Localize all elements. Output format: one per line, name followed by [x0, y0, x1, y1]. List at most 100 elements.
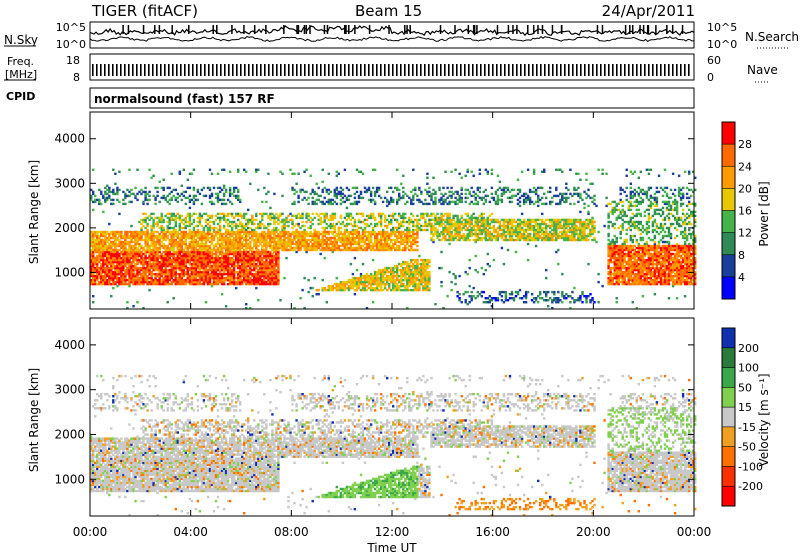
- range-time-cell: [434, 197, 436, 199]
- freq-bar: [540, 64, 542, 76]
- range-time-cell: [213, 203, 215, 205]
- range-time-cell: [354, 229, 356, 231]
- range-time-cell: [136, 301, 138, 303]
- noise-left-label: N.Sky: [4, 33, 38, 47]
- range-time-cell: [467, 213, 469, 215]
- range-time-cell: [310, 175, 312, 177]
- noise-right-label: N.Search: [745, 30, 799, 44]
- range-time-cell: [263, 231, 265, 233]
- range-time-cell: [187, 267, 189, 269]
- range-time-cell: [390, 221, 392, 223]
- range-time-cell: [161, 213, 163, 215]
- range-time-cell: [142, 247, 144, 249]
- range-time-cell: [263, 213, 265, 215]
- range-time-cell: [173, 189, 175, 191]
- range-time-cell: [307, 243, 309, 245]
- range-time-cell: [444, 235, 446, 237]
- freq-tick-bottom: 8: [73, 71, 80, 84]
- range-time-cell: [92, 295, 94, 297]
- range-time-cell: [217, 223, 219, 225]
- range-time-cell: [402, 175, 404, 177]
- range-time-cell: [126, 279, 128, 281]
- range-time-cell: [173, 257, 175, 259]
- range-time-cell: [255, 219, 257, 221]
- range-time-cell: [231, 213, 233, 215]
- noise-sky-trace: [90, 26, 694, 35]
- freq-bar: [232, 64, 234, 76]
- range-time-cell: [136, 199, 138, 201]
- range-time-cell: [461, 197, 463, 199]
- range-time-cell: [322, 279, 324, 281]
- range-time-cell: [398, 279, 400, 281]
- range-time-cell: [307, 239, 309, 241]
- range-time-cell: [169, 221, 171, 223]
- range-time-cell: [277, 233, 279, 235]
- range-time-cell: [128, 169, 130, 171]
- range-time-cell: [354, 247, 356, 249]
- range-time-cell: [400, 183, 402, 185]
- range-time-cell: [392, 199, 394, 201]
- range-time-cell: [384, 283, 386, 285]
- range-time-cell: [418, 187, 420, 189]
- range-time-cell: [92, 191, 94, 193]
- range-time-cell: [324, 287, 326, 289]
- range-time-cell: [354, 201, 356, 203]
- range-time-cell: [233, 259, 235, 261]
- mode-label: normalsound (fast) 157 RF: [94, 92, 275, 106]
- range-time-cell: [378, 187, 380, 189]
- range-time-cell: [406, 201, 408, 203]
- range-time-cell: [235, 287, 237, 289]
- range-time-cell: [257, 189, 259, 191]
- range-time-cell: [120, 231, 122, 233]
- range-time-cell: [412, 221, 414, 223]
- range-time-cell: [126, 257, 128, 259]
- range-time-cell: [134, 187, 136, 189]
- freq-bar: [592, 64, 594, 76]
- range-time-cell: [362, 213, 364, 215]
- range-time-cell: [420, 191, 422, 193]
- freq-bar: [664, 64, 666, 76]
- range-time-cell: [426, 229, 428, 231]
- range-time-cell: [177, 201, 179, 203]
- range-time-cell: [418, 255, 420, 257]
- range-time-cell: [269, 223, 271, 225]
- range-time-cell: [142, 219, 144, 221]
- range-time-cell: [307, 197, 309, 199]
- freq-bar: [680, 64, 682, 76]
- freq-bar: [496, 64, 498, 76]
- range-time-cell: [203, 227, 205, 229]
- range-time-cell: [237, 195, 239, 197]
- range-time-cell: [374, 169, 376, 171]
- range-time-cell: [416, 249, 418, 251]
- range-time-cell: [193, 219, 195, 221]
- range-time-cell: [169, 203, 171, 205]
- range-time-cell: [432, 239, 434, 241]
- range-time-cell: [396, 219, 398, 221]
- freq-bar: [400, 64, 402, 76]
- freq-bar: [288, 64, 290, 76]
- range-time-cell: [410, 219, 412, 221]
- range-time-cell: [398, 275, 400, 277]
- range-time-cell: [187, 257, 189, 259]
- range-time-cell: [416, 245, 418, 247]
- range-time-cell: [233, 221, 235, 223]
- range-time-cell: [426, 177, 428, 179]
- range-time-cell: [356, 191, 358, 193]
- range-time-cell: [227, 219, 229, 221]
- range-time-cell: [148, 199, 150, 201]
- range-time-cell: [277, 223, 279, 225]
- range-time-cell: [193, 169, 195, 171]
- range-time-cell: [181, 199, 183, 201]
- range-time-cell: [247, 269, 249, 271]
- range-time-cell: [458, 219, 460, 221]
- freq-bar: [456, 64, 458, 76]
- range-time-cell: [181, 215, 183, 217]
- range-time-cell: [142, 213, 144, 215]
- freq-bar: [192, 64, 194, 76]
- date-label: 24/Apr/2011: [602, 2, 695, 20]
- range-time-cell: [428, 259, 430, 261]
- range-time-cell: [297, 195, 299, 197]
- range-time-cell: [144, 187, 146, 189]
- freq-bar: [384, 64, 386, 76]
- range-time-cell: [108, 195, 110, 197]
